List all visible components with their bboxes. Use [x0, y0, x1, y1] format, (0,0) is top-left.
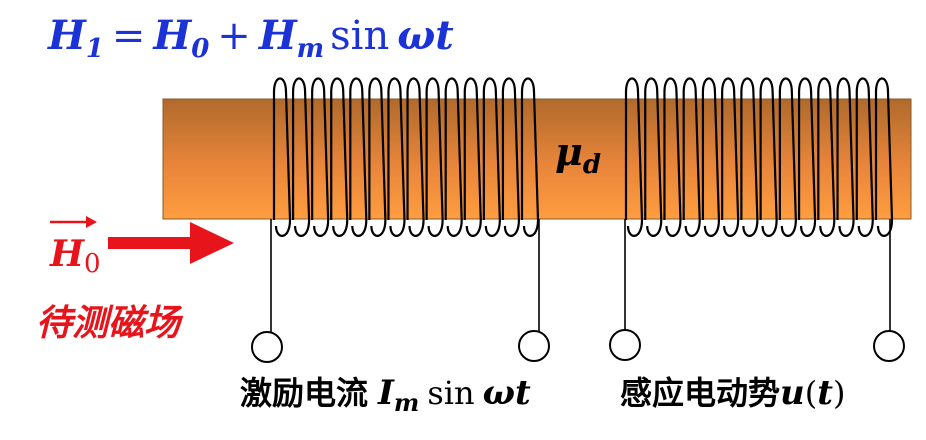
pickup-coil-loop	[701, 77, 721, 237]
emf-text: 感应电动势	[620, 374, 780, 412]
pickup-coil-loop	[778, 77, 797, 237]
emf-open: (	[805, 374, 817, 412]
formula-wt: ωt	[397, 12, 454, 59]
pickup-coil-loop	[797, 77, 817, 237]
formula-h1-sub: 1	[86, 34, 104, 64]
permeability-label: μd	[555, 129, 601, 180]
svg-text:H0: H0	[49, 233, 101, 279]
terminals	[251, 329, 905, 363]
emf-t: t	[817, 373, 833, 413]
excitation-i: I	[377, 373, 395, 413]
formula-hm-sub: m	[297, 34, 325, 64]
excitation-coil-loop	[387, 77, 406, 237]
excitation-coil-loop	[272, 77, 292, 237]
excitation-coil-loop	[425, 77, 444, 237]
emf-u: u	[780, 373, 805, 413]
excitation-coil-loop	[291, 77, 311, 237]
pickup-coil-loop	[740, 77, 759, 237]
mu-symbol: μ	[555, 129, 583, 174]
formula-plus: +	[217, 13, 251, 59]
pickup-coil-loop	[663, 77, 682, 237]
pickup-coil-loop	[817, 77, 836, 237]
formula-equals: =	[112, 13, 146, 59]
excitation-sin: sin	[427, 374, 474, 412]
pickup-coil-loop	[624, 77, 644, 237]
excitation-coil	[272, 77, 540, 237]
terminal-2	[518, 330, 550, 362]
emf-close: )	[833, 374, 845, 412]
pickup-coil-loop	[721, 77, 740, 237]
h0-sub: 0	[84, 249, 101, 279]
pickup-coil	[624, 77, 894, 237]
field-caption: 待测磁场	[36, 303, 184, 344]
terminal-3	[609, 329, 641, 361]
excitation-text: 激励电流	[240, 374, 368, 412]
terminal-1	[251, 331, 283, 363]
emf-label: 感应电动势u(t)	[620, 373, 845, 413]
formula-h0-sub: 0	[191, 34, 209, 64]
mu-sub: d	[583, 150, 601, 180]
external-field-arrow	[108, 222, 234, 264]
excitation-coil-loop	[520, 77, 540, 237]
excitation-coil-loop	[444, 77, 463, 237]
formula-sin: sin	[330, 13, 389, 59]
excitation-coil-loop	[349, 77, 368, 237]
lead-wires	[270, 219, 891, 332]
formula-h1: H	[47, 12, 87, 59]
pickup-coil-loop	[759, 77, 778, 237]
excitation-coil-loop	[330, 77, 349, 237]
external-field-symbol: H0	[49, 216, 101, 279]
pickup-coil-loop	[855, 77, 874, 237]
pickup-coil-loop	[836, 77, 855, 237]
excitation-coil-loop	[482, 77, 501, 237]
excitation-label: 激励电流 Im sin ωt	[240, 373, 531, 417]
formula-h0: H	[152, 12, 192, 59]
excitation-coil-loop	[311, 77, 330, 237]
formula-hm: H	[258, 12, 298, 59]
terminal-4	[873, 330, 905, 362]
pickup-coil-loop	[682, 77, 701, 237]
pickup-coil-loop	[644, 77, 663, 237]
formula: H1 = H0 + Hm sin ωt	[47, 12, 454, 64]
h0-letter: H	[49, 233, 85, 275]
excitation-i-sub: m	[394, 388, 419, 417]
excitation-coil-loop	[406, 77, 425, 237]
pickup-coil-loop	[874, 77, 894, 237]
excitation-coil-loop	[501, 77, 521, 237]
excitation-coil-loop	[463, 77, 482, 237]
excitation-wt: ωt	[483, 373, 531, 413]
excitation-coil-loop	[368, 77, 387, 237]
